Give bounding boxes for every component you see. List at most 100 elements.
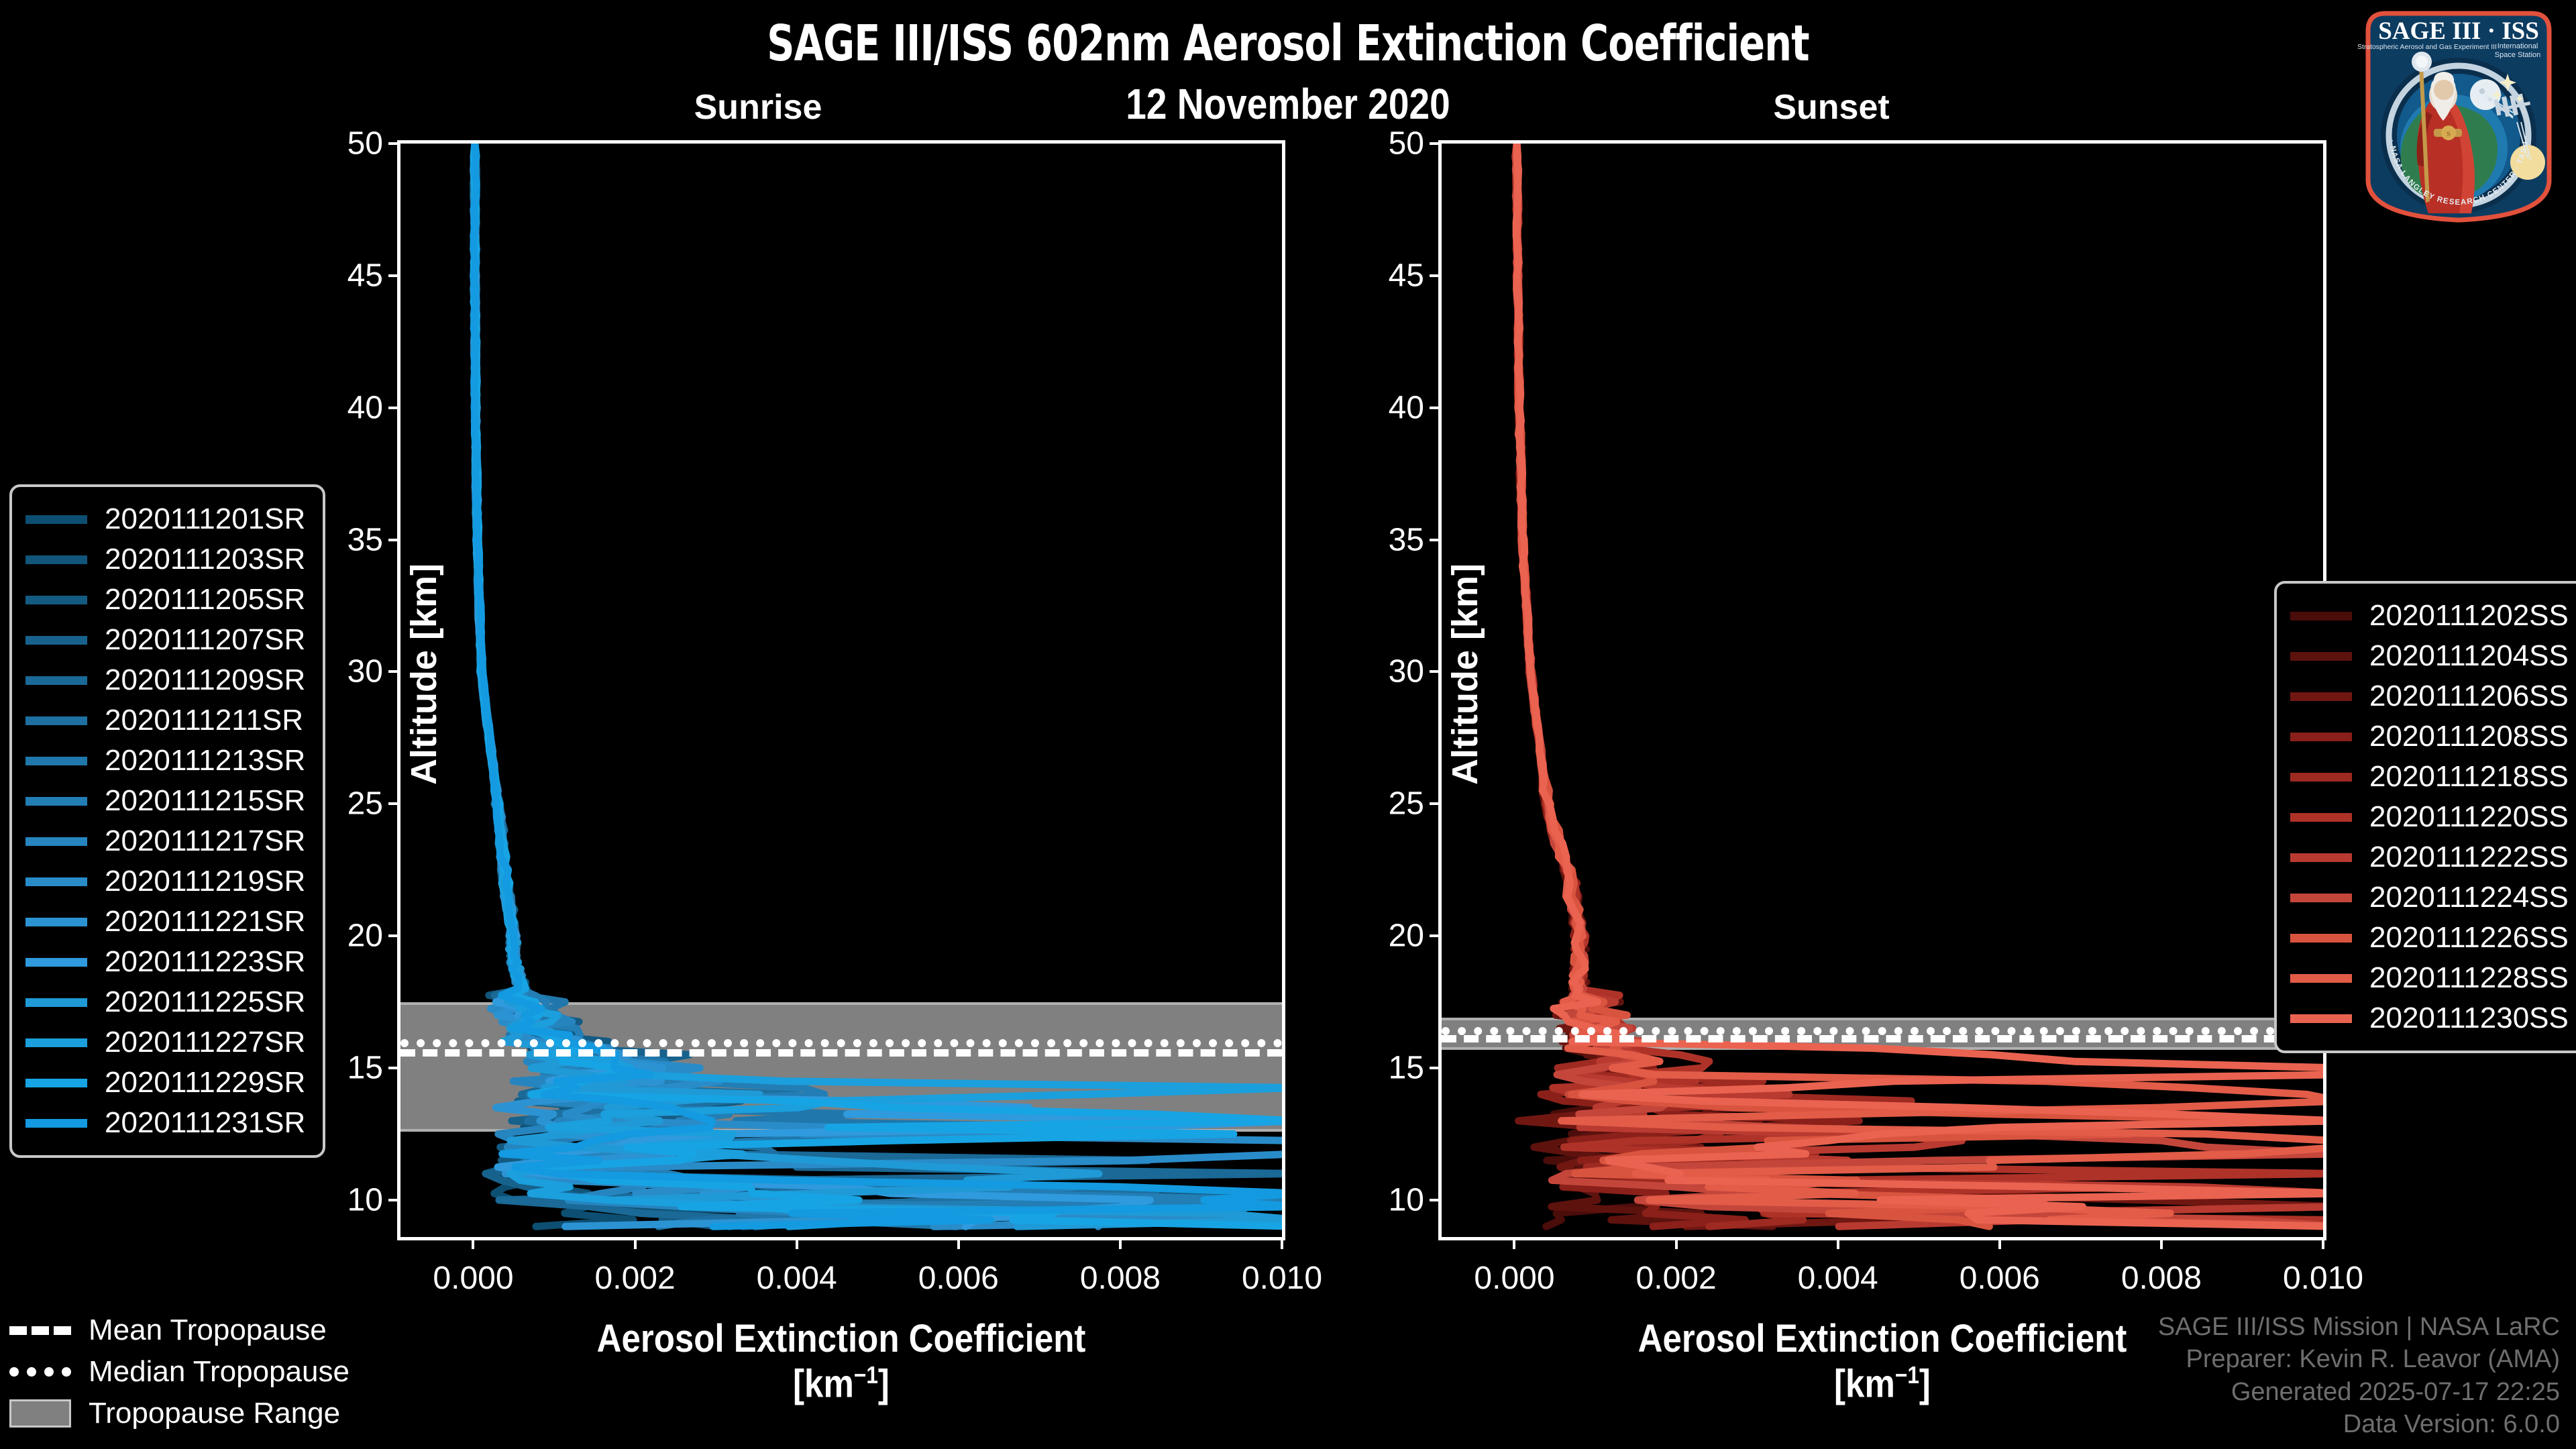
- legend-item-label: 2020111215SR: [105, 784, 306, 817]
- legend-item-label: 2020111231SR: [105, 1106, 306, 1139]
- legend-item[interactable]: 2020111209SR: [25, 660, 305, 700]
- legend-item[interactable]: 2020111224SS: [2290, 877, 2569, 918]
- x-axis-tick-mark: [472, 1237, 475, 1249]
- legend-color-swatch: [25, 837, 87, 846]
- legend-item[interactable]: 2020111201SR: [25, 499, 305, 539]
- y-axis-tick-label: 50: [347, 125, 383, 162]
- legend-item-label: 2020111217SR: [105, 824, 306, 857]
- legend-item-label: 2020111230SS: [2369, 1002, 2569, 1034]
- legend-item[interactable]: 2020111220SS: [2290, 797, 2569, 837]
- y-axis-tick-mark: [388, 934, 400, 938]
- legend-color-swatch: [25, 756, 87, 765]
- legend-item[interactable]: 2020111208SS: [2290, 716, 2569, 757]
- y-axis-tick-mark: [1430, 538, 1442, 541]
- legend-item[interactable]: 2020111227SR: [25, 1022, 305, 1063]
- x-axis-tick-label: 0.006: [1959, 1260, 2040, 1296]
- x-axis-tick-label: 0.010: [2282, 1260, 2364, 1296]
- tropopause-legend-item[interactable]: Tropopause Range: [9, 1393, 350, 1434]
- y-axis-tick-mark: [388, 802, 400, 806]
- legend-color-swatch: [25, 1038, 87, 1047]
- legend-color-swatch: [25, 917, 87, 926]
- legend-item[interactable]: 2020111207SR: [25, 620, 305, 660]
- sage-iii-iss-mission-patch-logo: S BALL · NASA LANGLEY RESEARCH CENTER · …: [2357, 11, 2552, 223]
- sunset-legend[interactable]: 2020111202SS 2020111204SS 2020111206SS 2020…: [2274, 581, 2576, 1053]
- mean-tropopause-line: [400, 1049, 1282, 1057]
- legend-item[interactable]: 2020111206SS: [2290, 676, 2569, 716]
- sunrise-legend[interactable]: 2020111201SR 2020111203SR 2020111205SR 2020…: [9, 484, 326, 1158]
- legend-item-label: 2020111202SS: [2369, 599, 2569, 632]
- legend-item-label: 2020111213SR: [105, 744, 306, 777]
- y-axis-tick-mark: [1430, 1198, 1442, 1201]
- legend-color-swatch: [2290, 611, 2352, 621]
- legend-item-label: 2020111209SR: [105, 663, 306, 696]
- x-axis-tick-label: 0.006: [918, 1260, 999, 1296]
- legend-item[interactable]: 2020111221SR: [25, 902, 305, 942]
- x-axis-tick-label: 0.004: [1797, 1260, 1878, 1296]
- y-axis-tick-label: 10: [347, 1182, 383, 1218]
- y-axis-tick-label: 25: [1388, 786, 1424, 822]
- sunrise-panel-label: Sunrise: [694, 88, 822, 127]
- legend-item[interactable]: 2020111218SS: [2290, 757, 2569, 797]
- legend-item[interactable]: 2020111222SS: [2290, 837, 2569, 877]
- legend-color-swatch: [25, 555, 87, 564]
- legend-item[interactable]: 2020111213SR: [25, 741, 305, 781]
- profile-line: [1516, 144, 2323, 1226]
- footer-line: Generated 2025-07-17 22:25: [2231, 1377, 2560, 1406]
- legend-color-swatch: [2290, 692, 2352, 701]
- legend-color-swatch: [2290, 973, 2352, 983]
- legend-item[interactable]: 2020111217SR: [25, 821, 305, 861]
- x-axis-tick-mark: [2159, 1237, 2163, 1249]
- tropopause-legend-label: Mean Tropopause: [89, 1313, 327, 1346]
- x-axis-tick-label: 0.000: [433, 1260, 514, 1296]
- legend-item[interactable]: 2020111223SR: [25, 942, 305, 982]
- legend-item[interactable]: 2020111203SR: [25, 539, 305, 580]
- y-axis-tick-label: 15: [347, 1050, 383, 1086]
- y-axis-tick-label: 35: [347, 522, 383, 558]
- x-axis-tick-label: 0.010: [1241, 1260, 1323, 1296]
- legend-item-label: 2020111227SR: [105, 1026, 306, 1059]
- y-axis-tick-mark: [1430, 274, 1442, 277]
- median-tropopause-line: [1442, 1026, 2323, 1035]
- legend-item[interactable]: 2020111226SS: [2290, 918, 2569, 958]
- tropopause-legend-item[interactable]: Mean Tropopause: [9, 1309, 350, 1351]
- legend-item[interactable]: 2020111215SR: [25, 781, 305, 821]
- y-axis-tick-label: 45: [1388, 258, 1424, 294]
- page-title: SAGE III/ISS 602nm Aerosol Extinction Co…: [767, 15, 1809, 72]
- footer-credits: SAGE III/ISS Mission | NASA LaRC Preparer…: [2158, 1311, 2560, 1442]
- y-axis-tick-mark: [1430, 670, 1442, 674]
- tropopause-legend-label: Tropopause Range: [89, 1397, 341, 1430]
- legend-item-label: 2020111203SR: [105, 543, 306, 576]
- legend-item[interactable]: 2020111230SS: [2290, 998, 2569, 1038]
- y-axis-tick-label: 25: [347, 786, 383, 822]
- x-axis-tick-mark: [2322, 1237, 2324, 1249]
- legend-item[interactable]: 2020111219SR: [25, 861, 305, 902]
- tropopause-legend-item[interactable]: Median Tropopause: [9, 1351, 350, 1393]
- legend-item[interactable]: 2020111202SS: [2290, 596, 2569, 636]
- legend-item[interactable]: 2020111231SR: [25, 1103, 305, 1143]
- logo-subtitle-right-2: Space Station: [2495, 51, 2541, 59]
- x-axis-tick-mark: [795, 1237, 798, 1249]
- logo-subtitle-right-1: International: [2498, 42, 2538, 50]
- legend-item[interactable]: 2020111228SS: [2290, 958, 2569, 998]
- legend-item[interactable]: 2020111225SR: [25, 982, 305, 1022]
- y-axis-tick-label: 40: [347, 390, 383, 426]
- y-axis-tick-mark: [1430, 142, 1442, 145]
- tropopause-legend-label: Median Tropopause: [89, 1355, 350, 1388]
- legend-item[interactable]: 2020111229SR: [25, 1063, 305, 1103]
- legend-item[interactable]: 2020111204SS: [2290, 636, 2569, 676]
- legend-color-swatch: [25, 957, 87, 967]
- legend-item[interactable]: 2020111205SR: [25, 580, 305, 620]
- legend-color-swatch: [2290, 1014, 2352, 1023]
- legend-item[interactable]: 2020111211SR: [25, 700, 305, 741]
- x-axis-tick-mark: [1118, 1237, 1122, 1249]
- legend-item-label: 2020111207SR: [105, 623, 306, 656]
- legend-color-swatch: [25, 515, 87, 524]
- profile-line: [1516, 144, 1911, 1226]
- legend-item-label: 2020111222SS: [2369, 841, 2569, 873]
- y-axis-tick-mark: [388, 1198, 400, 1201]
- legend-item-label: 2020111204SS: [2369, 639, 2569, 672]
- x-axis-tick-label: 0.000: [1474, 1260, 1555, 1296]
- y-axis-tick-label: 40: [1388, 390, 1424, 426]
- legend-item-label: 2020111206SS: [2369, 680, 2569, 712]
- tropopause-legend[interactable]: Mean Tropopause Median Tropopause Tropopau…: [9, 1309, 350, 1434]
